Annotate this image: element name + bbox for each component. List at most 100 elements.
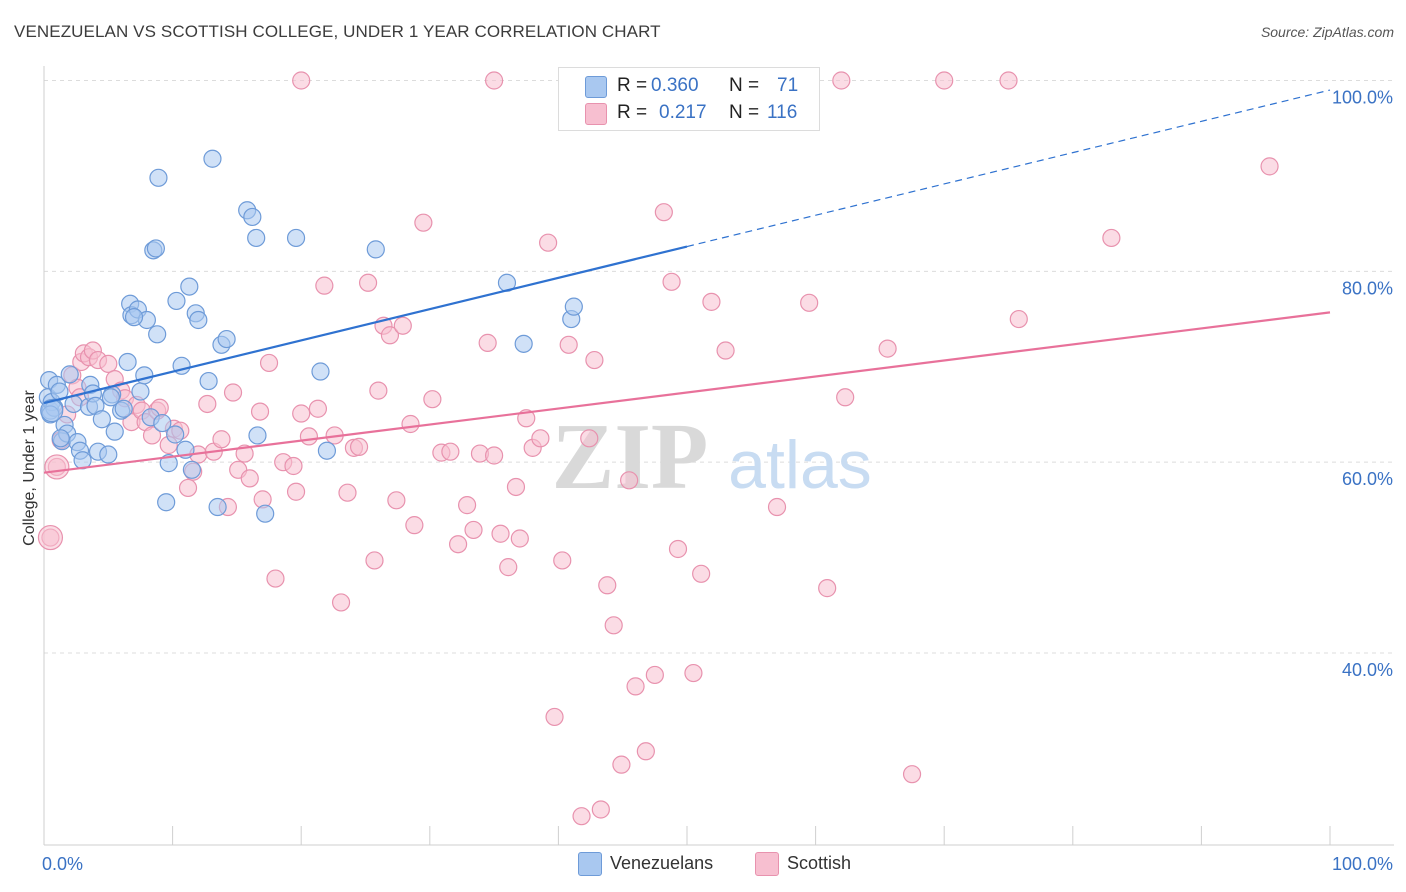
scottish-point: [902, 765, 922, 784]
scottish-point: [358, 273, 378, 292]
venezuelan-point: [243, 207, 262, 227]
gridlines: [44, 80, 1394, 654]
venezuelan-point: [146, 239, 165, 258]
scottish-point: [240, 469, 259, 488]
watermark: ZIP atlas: [552, 405, 872, 509]
venezuelan-point: [159, 454, 178, 473]
scottish-point: [702, 292, 721, 311]
scottish-point: [441, 442, 460, 461]
scottish-point: [818, 579, 837, 598]
scottish-point: [365, 551, 384, 570]
scottish-point: [585, 350, 604, 370]
scottish-point: [645, 665, 664, 685]
venezuelan-trend-extension: [686, 89, 1331, 248]
scottish-point: [266, 569, 285, 588]
venezuelan-point: [217, 329, 236, 349]
scottish-point: [457, 496, 477, 515]
scottish-point: [506, 477, 526, 497]
venezuelan-point: [105, 422, 124, 441]
scottish-point: [836, 388, 855, 407]
scottish-point: [37, 524, 64, 551]
scottish-point: [684, 663, 703, 683]
watermark-atlas: atlas: [728, 427, 872, 503]
scottish-point: [178, 478, 198, 498]
y-tick-label: 60.0%: [1342, 469, 1393, 489]
venezuelan-point: [182, 460, 201, 479]
scottish-point: [767, 497, 787, 517]
scottish-point: [380, 326, 400, 345]
scottish-point: [405, 516, 424, 535]
scottish-point: [598, 576, 617, 595]
scottish-point: [315, 276, 334, 295]
scottish-point: [878, 339, 897, 358]
legend-r-value: 0.360: [651, 75, 699, 96]
legend-swatch-pink: [585, 103, 607, 125]
scottish-point: [485, 446, 504, 465]
x-tick-label: 100.0%: [1332, 854, 1393, 874]
venezuelan-points: [38, 149, 583, 523]
scottish-point: [604, 616, 623, 635]
scottish-point: [654, 203, 673, 222]
venezuelan-point: [40, 399, 64, 423]
scottish-point: [448, 535, 468, 554]
venezuelan-point: [256, 504, 275, 523]
scottish-point: [580, 429, 599, 448]
scottish-point: [423, 390, 442, 409]
venezuelan-point: [148, 325, 167, 344]
venezuelan-point: [153, 413, 172, 433]
scottish-point: [338, 483, 357, 502]
x-tick-label: 0.0%: [42, 854, 83, 874]
venezuelan-point: [166, 425, 185, 444]
scottish-point: [387, 491, 406, 510]
scottish-point: [553, 551, 572, 570]
scottish-point: [259, 353, 279, 373]
bottom-legend-swatch-blue: [578, 852, 602, 876]
venezuelan-point: [131, 382, 150, 401]
venezuelan-point: [135, 366, 154, 385]
scottish-point: [478, 333, 497, 352]
venezuelan-point: [208, 497, 227, 517]
venezuelan-point: [114, 399, 133, 418]
scottish-point: [832, 71, 851, 90]
legend-n-label: N =: [729, 102, 760, 123]
venezuelan-point: [514, 334, 533, 353]
legend-r-label: R =: [617, 75, 648, 96]
scottish-point: [485, 71, 504, 90]
scottish-point: [692, 564, 711, 583]
venezuelan-point: [124, 308, 144, 327]
scottish-point: [414, 213, 433, 232]
scottish-point: [99, 354, 118, 373]
venezuelan-point: [199, 371, 218, 391]
scottish-point: [545, 707, 564, 727]
venezuelan-point: [51, 429, 70, 448]
legend-n-value: 116: [767, 102, 798, 123]
scottish-trend-line: [43, 311, 1331, 474]
tick-labels: 100.0% 80.0% 60.0% 40.0% 0.0% 100.0%: [42, 88, 1393, 875]
bottom-legend-label: Venezuelans: [610, 853, 714, 873]
scottish-point: [935, 71, 954, 90]
venezuelan-point: [203, 149, 222, 168]
venezuelan-point: [157, 493, 176, 512]
venezuelan-point: [248, 426, 267, 445]
venezuelan-point: [564, 297, 583, 316]
scottish-point: [299, 427, 319, 446]
scottish-point: [212, 430, 231, 449]
scottish-point: [662, 272, 681, 291]
scottish-points: [37, 71, 1279, 826]
venezuelan-point: [286, 228, 306, 248]
scottish-point: [250, 402, 270, 421]
venezuelan-trend-line: [43, 245, 688, 405]
scottish-point: [331, 593, 351, 612]
scottish-point: [393, 316, 412, 335]
venezuelan-point: [311, 362, 330, 381]
venezuelan-point: [60, 365, 79, 384]
legend-r-value: 0.217: [659, 102, 707, 123]
scottish-point: [531, 429, 550, 448]
source-credit: Source: ZipAtlas.com: [1260, 24, 1394, 40]
venezuelan-point: [99, 445, 118, 464]
scottish-point: [491, 524, 510, 543]
stats-legend: R = 0.360 N = 71 R = 0.217 N = 116: [558, 67, 820, 131]
scottish-point: [499, 558, 518, 577]
chart-title: VENEZUELAN VS SCOTTISH COLLEGE, UNDER 1 …: [14, 22, 661, 41]
